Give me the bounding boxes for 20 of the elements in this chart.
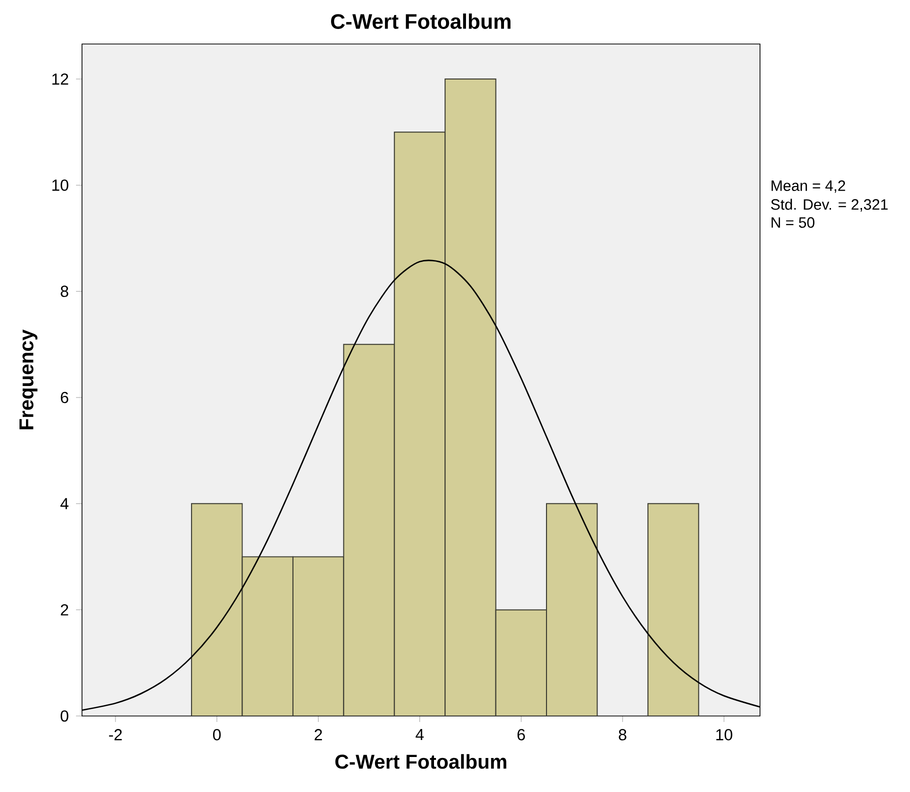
text: Std. Dev. = 2,321 (771, 198, 888, 212)
x-axis-title: C-Wert Fotoalbum (335, 754, 506, 769)
y-axis-title: Frequency (19, 330, 38, 430)
text: N = 50 (772, 217, 814, 228)
y-tick-label: 2 (60, 604, 68, 616)
x-tick-label: 6 (518, 729, 525, 740)
x-tick-label: 4 (416, 729, 424, 740)
y-tick-label: 10 (52, 180, 68, 191)
x-tick-label: 0 (213, 729, 221, 740)
y-tick-label: 6 (60, 392, 68, 404)
text: Mean = 4,2 (772, 180, 846, 193)
y-tick-label: 0 (60, 710, 68, 722)
x-tick-label: 2 (314, 729, 322, 740)
y-tick-label: 4 (60, 498, 68, 510)
chart-title: C-Wert Fotoalbum (331, 14, 510, 29)
x-tick-label: -2 (109, 729, 122, 740)
y-tick-label: 12 (52, 73, 68, 85)
x-tick-label: 8 (618, 729, 626, 740)
y-tick-label: 8 (60, 286, 68, 298)
x-tick-label: 10 (716, 729, 732, 740)
